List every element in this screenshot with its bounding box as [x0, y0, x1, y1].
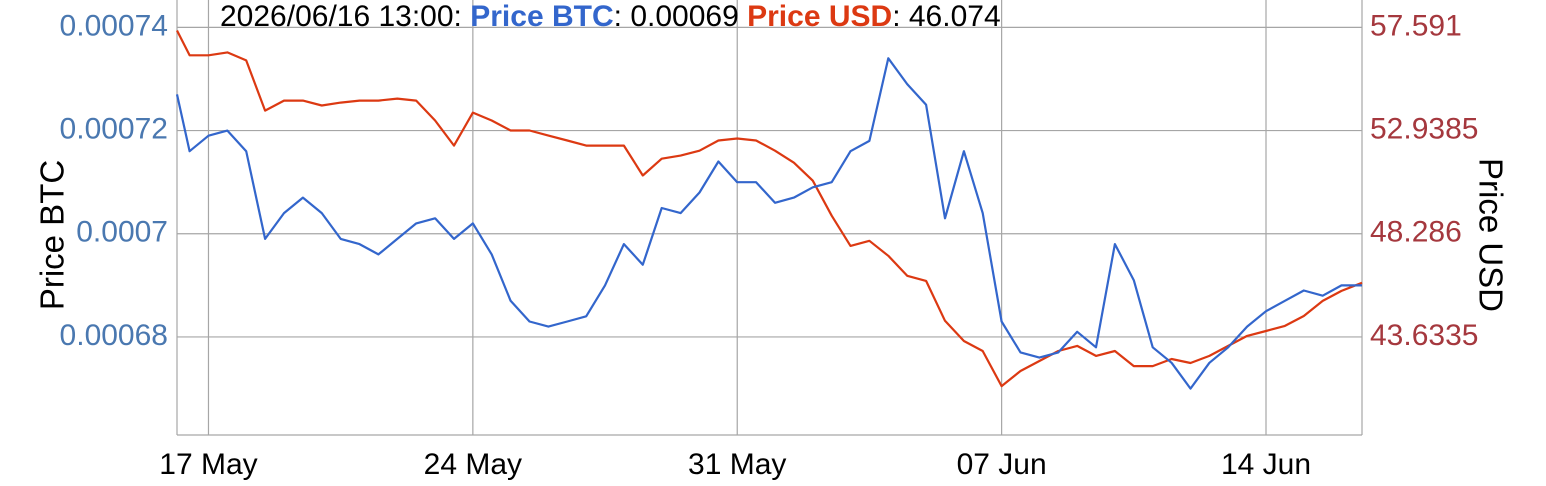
- y2-tick-label: 57.591: [1370, 9, 1462, 42]
- x-tick-label: 14 Jun: [1221, 448, 1311, 481]
- header-separator: :: [614, 0, 622, 33]
- y2-axis-title: Price USD: [1472, 158, 1509, 312]
- y-tick-label: 0.00068: [60, 319, 168, 352]
- header-value: 0.00069: [630, 0, 738, 33]
- y2-tick-label: 48.286: [1370, 216, 1462, 249]
- y-tick-label: 0.0007: [76, 216, 168, 249]
- header-series-name: Price BTC: [470, 0, 613, 33]
- series-line: [175, 57, 1362, 390]
- header: 2026/06/16 13:00: Price BTC: 0.00069 Pri…: [220, 0, 1001, 33]
- series-line: [176, 30, 1363, 388]
- y2-tick-label: 52.9385: [1370, 112, 1478, 145]
- header-series-name: Price USD: [747, 0, 892, 33]
- x-tick-label: 31 May: [688, 448, 786, 481]
- header-separator: :: [892, 0, 900, 33]
- plot: 0.00068 0.0007 0.00072 0.00074 43.6335 48.286…: [60, 0, 1478, 481]
- y2-tick-label: 43.6335: [1370, 319, 1478, 352]
- x-tick-label: 07 Jun: [957, 448, 1047, 481]
- y-axis-title: Price BTC: [34, 160, 71, 310]
- y-tick-label: 0.00072: [60, 112, 168, 145]
- x-tick-label: 17 May: [159, 448, 257, 481]
- header-value: 46.074: [909, 0, 1001, 33]
- y-tick-label: 0.00074: [60, 9, 168, 42]
- header-time: 2026/06/16 13:00:: [220, 0, 462, 33]
- x-tick-label: 24 May: [424, 448, 522, 481]
